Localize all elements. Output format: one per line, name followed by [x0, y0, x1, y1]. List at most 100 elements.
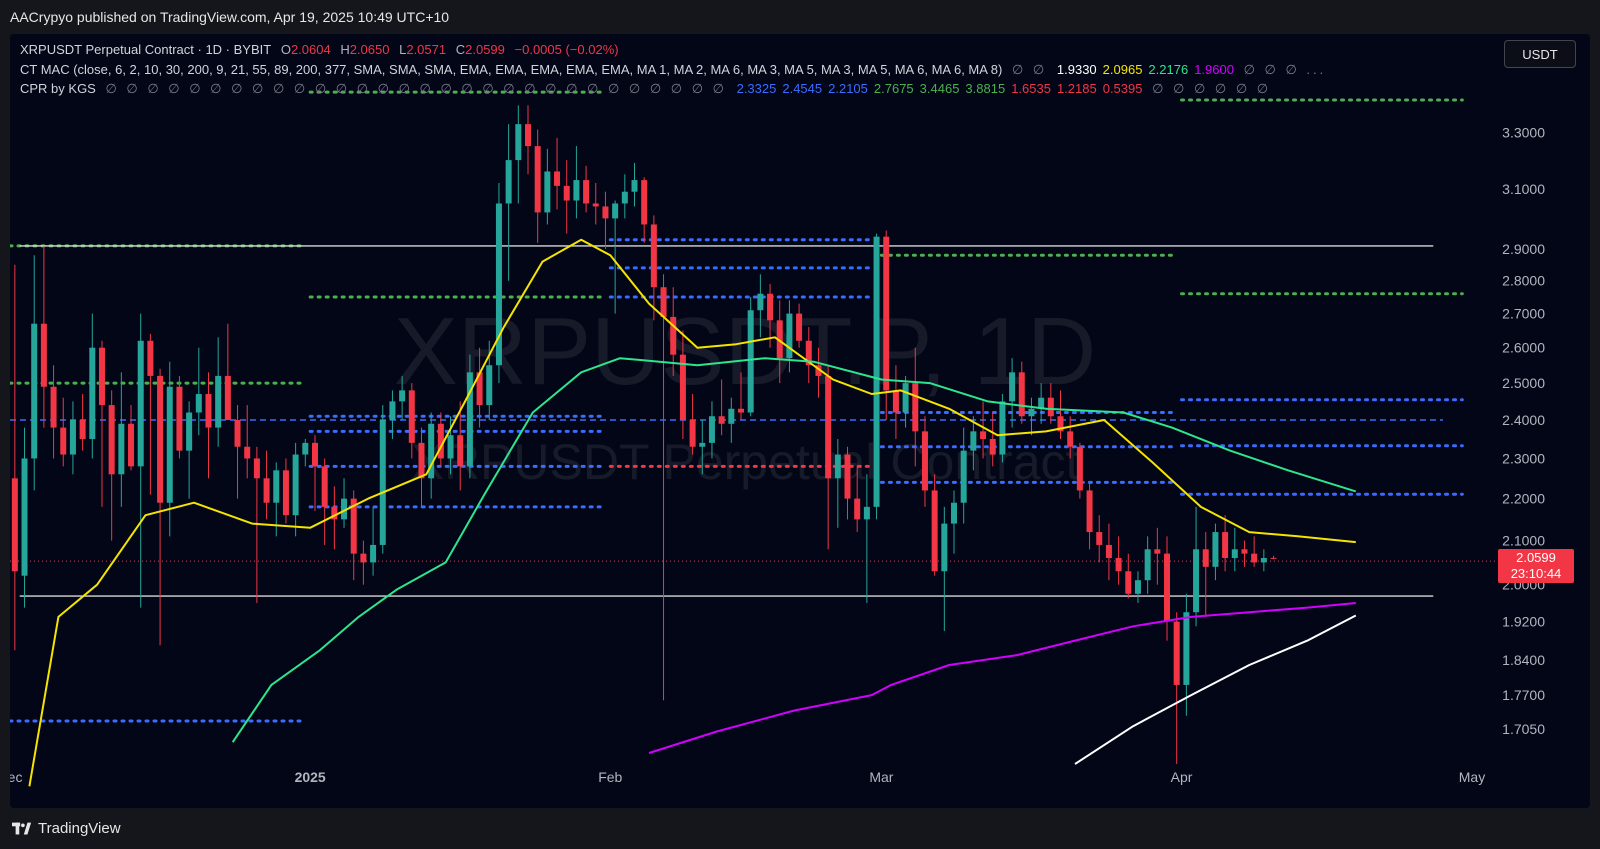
- candle-body-6: [69, 420, 76, 455]
- candle-body-111: [1086, 490, 1093, 533]
- candle-body-115: [1125, 571, 1132, 594]
- low-value: 2.0571: [406, 42, 447, 57]
- symbol-title[interactable]: XRPUSDT Perpetual Contract · 1D · BYBIT: [20, 42, 272, 57]
- candle-body-102: [999, 401, 1006, 455]
- candle-body-106: [1038, 397, 1045, 409]
- candle-body-90: [883, 236, 890, 391]
- candle-body-25: [253, 458, 260, 479]
- price-axis-label-13: 1.8400: [1502, 652, 1545, 668]
- candle-body-49: [486, 365, 493, 406]
- candle-body-46: [457, 435, 464, 467]
- candle-body-71: [699, 442, 706, 447]
- price-axis-label-10: 2.1000: [1502, 533, 1545, 549]
- candle-body-78: [767, 293, 774, 321]
- bar-countdown: 23:10:44: [1510, 566, 1562, 582]
- candle-body-73: [718, 416, 725, 424]
- candle-body-19: [195, 394, 202, 413]
- tradingview-logo[interactable]: TradingView: [12, 820, 121, 837]
- candle-body-77: [757, 293, 764, 311]
- chart-pane[interactable]: XRPUSDT.P, 1D XRPUSDT Perpetual Contract …: [10, 34, 1590, 808]
- candle-body-35: [350, 498, 357, 554]
- indicator-cpr-trailing: ∅ ∅ ∅ ∅ ∅ ∅: [1152, 81, 1272, 96]
- candle-body-59: [583, 180, 590, 204]
- time-axis-label-2: Feb: [598, 769, 622, 785]
- cpr-value-6: 1.6535: [1011, 81, 1051, 96]
- candle-body-28: [282, 470, 289, 516]
- price-axis-label-0: 3.3000: [1502, 124, 1545, 140]
- candle-body-31: [311, 442, 318, 467]
- candle-body-64: [631, 180, 638, 192]
- candle-body-55: [544, 171, 551, 213]
- candle-body-127: [1241, 549, 1248, 554]
- candle-body-23: [234, 420, 241, 447]
- candle-body-103: [1009, 372, 1016, 402]
- candle-body-95: [931, 490, 938, 572]
- price-axis-label-15: 1.7050: [1502, 721, 1545, 737]
- footer: TradingView: [0, 808, 1600, 849]
- candle-body-26: [263, 478, 270, 503]
- indicator-ct-mac-row[interactable]: CT MAC (close, 6, 2, 10, 30, 200, 9, 21,…: [20, 60, 1332, 80]
- last-price-label: 2.0599 23:10:44: [1498, 549, 1574, 584]
- price-axis-label-5: 2.6000: [1502, 340, 1545, 356]
- candle-body-89: [873, 236, 880, 507]
- candle-body-124: [1212, 532, 1219, 567]
- time-axis-label-4: Apr: [1171, 769, 1193, 785]
- cpr-value-5: 3.8815: [965, 81, 1006, 96]
- candle-body-50: [495, 203, 502, 366]
- candle-body-130: [1270, 557, 1277, 559]
- candle-body-81: [796, 313, 803, 341]
- price-axis-label-6: 2.5000: [1502, 375, 1545, 391]
- currency-button[interactable]: USDT: [1504, 40, 1576, 68]
- time-axis-label-0: Dec: [10, 769, 22, 785]
- candle-body-85: [834, 454, 841, 479]
- candle-body-82: [805, 340, 812, 366]
- candle-body-4: [50, 386, 57, 428]
- candle-body-56: [554, 171, 561, 186]
- candle-body-45: [447, 435, 454, 459]
- change-value: −0.0005 (−0.02%): [514, 42, 619, 57]
- candle-body-11: [118, 423, 125, 475]
- ct-mac-value-1: 2.0965: [1102, 61, 1143, 77]
- candle-body-107: [1047, 397, 1054, 417]
- candle-body-70: [689, 420, 696, 447]
- candle-body-122: [1193, 549, 1200, 613]
- candle-body-83: [815, 365, 822, 376]
- open-label: O: [280, 42, 291, 57]
- candle-body-129: [1260, 558, 1267, 563]
- candle-body-119: [1164, 553, 1171, 622]
- candle-body-118: [1154, 549, 1161, 554]
- candle-body-74: [728, 408, 735, 424]
- time-axis-label-5: May: [1459, 769, 1485, 785]
- price-axis-label-7: 2.4000: [1502, 412, 1545, 428]
- price-axis-label-4: 2.7000: [1502, 306, 1545, 322]
- indicator-ct-mac-name[interactable]: CT MAC (close, 6, 2, 10, 30, 200, 9, 21,…: [20, 61, 1003, 77]
- candle-body-42: [418, 442, 425, 479]
- candle-body-87: [854, 498, 861, 520]
- candle-body-104: [1018, 372, 1025, 417]
- candle-body-34: [341, 498, 348, 520]
- candle-body-39: [389, 401, 396, 421]
- indicator-cpr-hidden: ∅ ∅ ∅ ∅ ∅ ∅ ∅ ∅ ∅ ∅ ∅ ∅ ∅ ∅ ∅ ∅ ∅ ∅ ∅ ∅ …: [105, 81, 727, 96]
- indicator-cpr-name[interactable]: CPR by KGS: [20, 81, 96, 96]
- candle-body-30: [302, 442, 309, 455]
- candle-body-120: [1173, 621, 1180, 685]
- moving-average-line-2: [648, 602, 1356, 754]
- candle-body-110: [1076, 446, 1083, 491]
- candle-body-37: [370, 544, 377, 563]
- candle-body-80: [786, 313, 793, 359]
- candle-body-0: [11, 478, 18, 572]
- candle-body-51: [505, 160, 512, 204]
- candle-body-38: [379, 420, 386, 545]
- tradingview-brand: TradingView: [38, 820, 121, 837]
- candle-body-126: [1231, 549, 1238, 559]
- price-axis-label-1: 3.1000: [1502, 181, 1545, 197]
- candle-body-61: [602, 206, 609, 219]
- open-value: 2.0604: [290, 42, 331, 57]
- close-value: 2.0599: [465, 42, 505, 57]
- indicator-cpr-row[interactable]: CPR by KGS ∅ ∅ ∅ ∅ ∅ ∅ ∅ ∅ ∅ ∅ ∅ ∅ ∅ ∅ ∅…: [20, 79, 1332, 99]
- candle-body-2: [31, 323, 38, 459]
- symbol-row[interactable]: XRPUSDT Perpetual Contract · 1D · BYBIT …: [20, 40, 1332, 60]
- price-axis-label-3: 2.8000: [1502, 273, 1545, 289]
- last-price-value: 2.0599: [1516, 550, 1556, 566]
